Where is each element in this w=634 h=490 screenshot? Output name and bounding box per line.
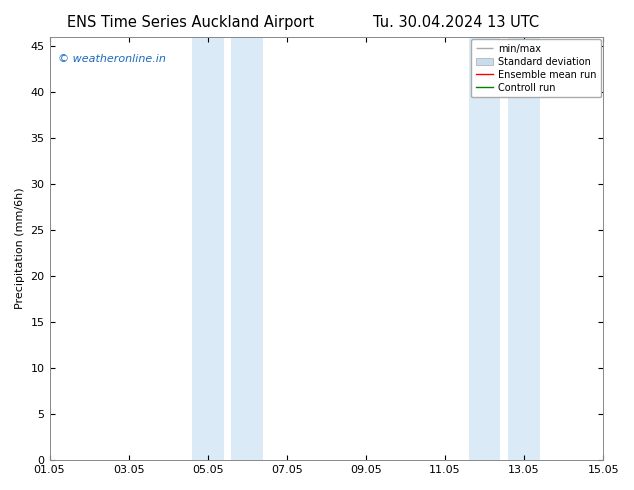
Text: © weatheronline.in: © weatheronline.in [58,54,165,64]
Bar [508,37,540,460]
Bar [192,37,224,460]
Legend: min/max, Standard deviation, Ensemble mean run, Controll run: min/max, Standard deviation, Ensemble me… [470,39,601,98]
Bar [469,37,500,460]
Text: Tu. 30.04.2024 13 UTC: Tu. 30.04.2024 13 UTC [373,15,540,30]
Text: ENS Time Series Auckland Airport: ENS Time Series Auckland Airport [67,15,314,30]
Y-axis label: Precipitation (mm/6h): Precipitation (mm/6h) [15,188,25,309]
Bar [231,37,263,460]
